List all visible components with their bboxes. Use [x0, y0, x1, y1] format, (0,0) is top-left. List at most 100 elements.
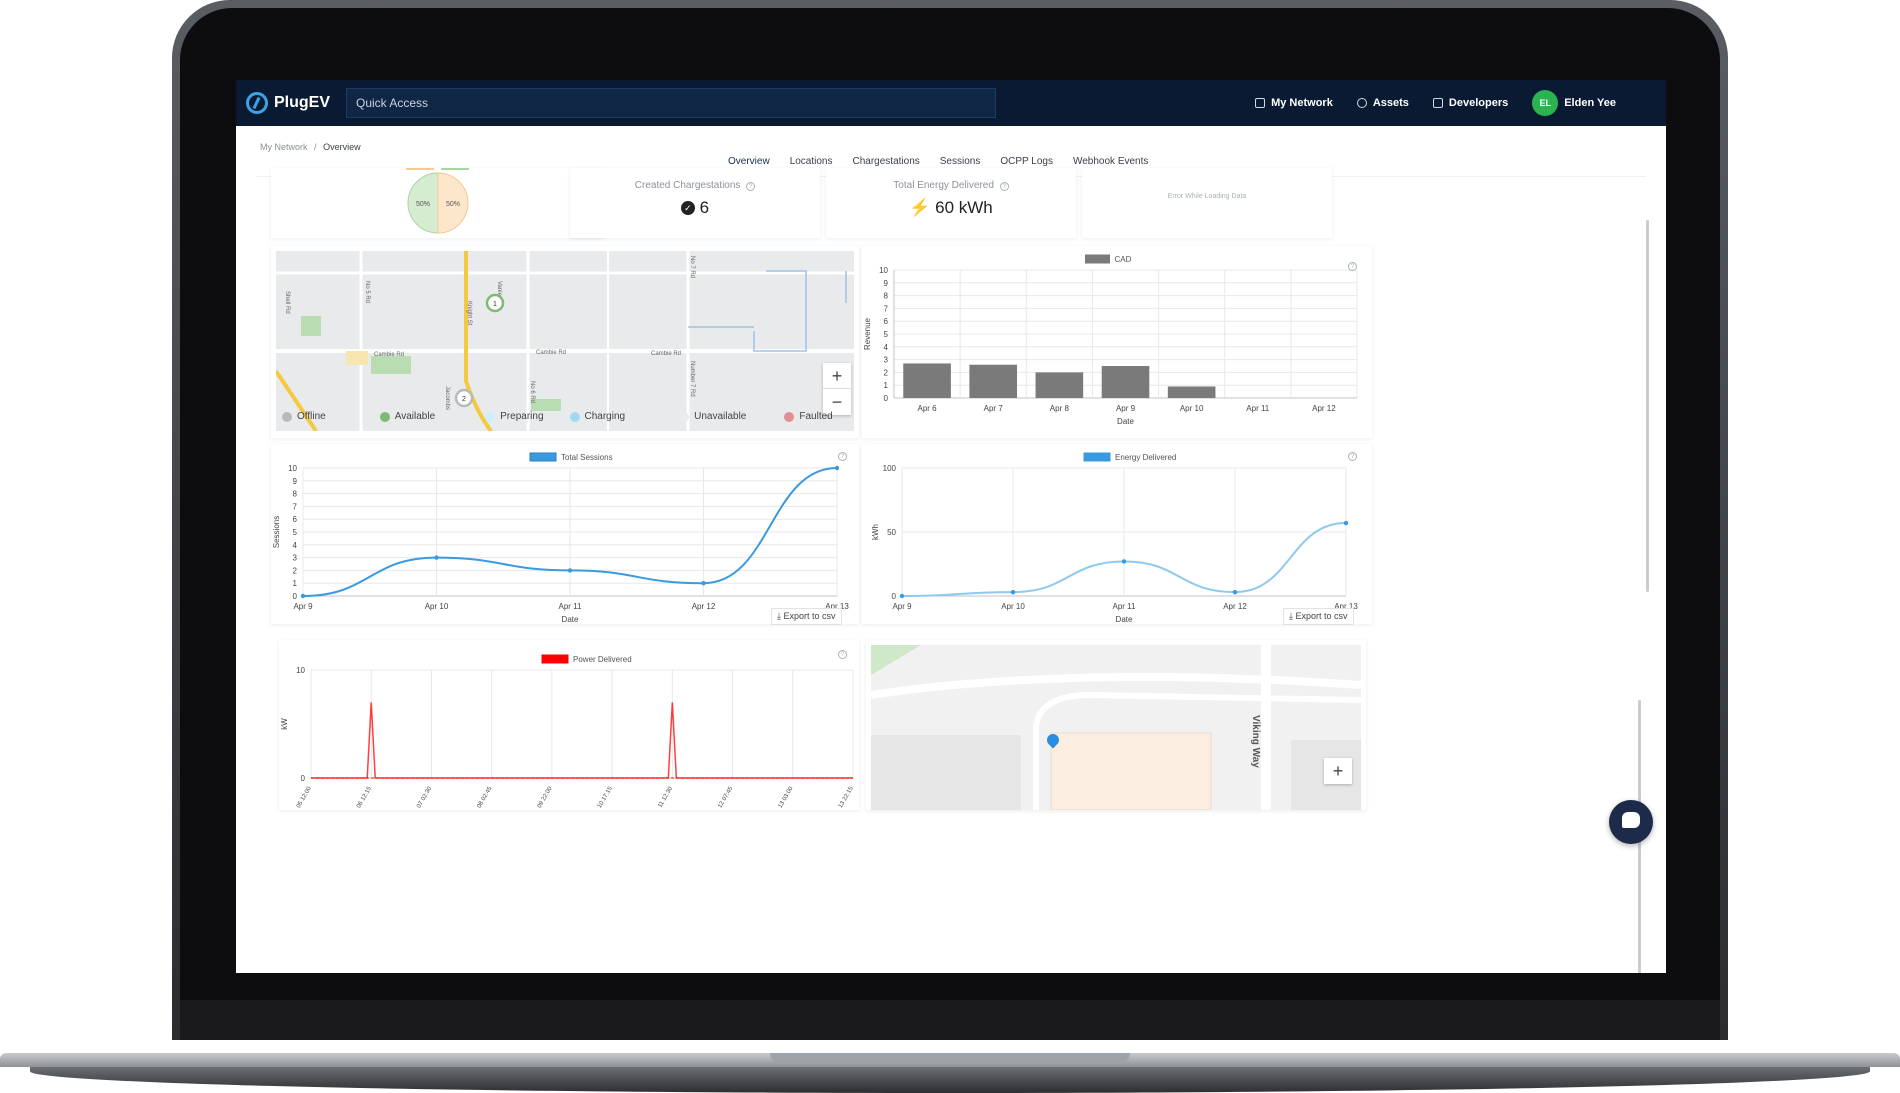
created-chargestations-card: Created Chargestations ? ✓ 6: [570, 168, 820, 238]
legend-label: Charging: [584, 411, 626, 422]
map-park: [371, 356, 411, 374]
nav-assets[interactable]: Assets: [1356, 97, 1409, 109]
help-icon[interactable]: ?: [1348, 262, 1357, 271]
data-point: [567, 568, 573, 573]
y-tick-label: 1: [293, 579, 298, 588]
created-chargestations-title: Created Chargestations ?: [570, 180, 820, 191]
help-icon[interactable]: ?: [838, 650, 847, 659]
y-tick-label: 3: [884, 356, 889, 365]
legend-label: Total Sessions: [561, 453, 613, 462]
total-energy-card: Total Energy Delivered ? ⚡ 60 kWh: [826, 168, 1076, 238]
y-tick-label: 6: [884, 317, 889, 326]
stations-map[interactable]: Shell Rd No 5 Rd Knight St Vanier Cambie…: [276, 251, 854, 431]
data-point: [1343, 520, 1349, 526]
legend-label: Unavailable: [694, 411, 747, 422]
help-icon[interactable]: ?: [838, 452, 847, 461]
main-nav: My Network Assets Developers EL Elden Ye…: [1255, 90, 1616, 116]
x-tick-label: 13 22:15: [838, 785, 855, 809]
page-scrollbar[interactable]: [1646, 220, 1649, 592]
x-tick-label: Apr 6: [918, 404, 938, 413]
check-circle-icon: ✓: [680, 201, 695, 215]
y-tick-label: 4: [293, 541, 298, 550]
nav-my-network-label: My Network: [1271, 97, 1333, 109]
tab-sessions[interactable]: Sessions: [939, 156, 981, 167]
tab-webhook-events[interactable]: Webhook Events: [1072, 156, 1149, 167]
y-tick-label: 6: [293, 515, 298, 524]
map-zoom-control: + −: [823, 363, 851, 415]
tab-ocpp-logs[interactable]: OCPP Logs: [1000, 156, 1053, 167]
x-tick-label: 12 07:45: [717, 785, 734, 809]
user-menu[interactable]: EL Elden Yee: [1532, 90, 1616, 116]
code-window-icon: [1432, 98, 1443, 108]
export-csv-button[interactable]: ⤓ Export to csv: [771, 608, 842, 625]
street-label: No 7 Rd: [689, 256, 695, 278]
series-line: [311, 702, 853, 779]
help-icon[interactable]: ?: [746, 182, 756, 191]
legend-dot: [379, 411, 390, 422]
data-point: [899, 593, 905, 599]
x-tick-label: Apr 7: [984, 404, 1004, 413]
avatar: EL: [1532, 90, 1559, 116]
brand-logo[interactable]: PlugEV: [246, 92, 336, 114]
y-tick-label: 9: [884, 279, 889, 288]
plug-logo-icon: [246, 92, 268, 114]
legend-available: Available: [379, 411, 435, 422]
zoom-in-button[interactable]: +: [823, 363, 851, 389]
map-park: [871, 645, 921, 675]
y-tick-label: 9: [293, 477, 298, 486]
street-label: Vanier: [496, 281, 502, 298]
legend-label: Power Delivered: [573, 655, 632, 664]
help-icon[interactable]: ?: [1348, 452, 1357, 461]
status-donut: 50% 50%: [406, 168, 469, 234]
legend-dot: [679, 411, 690, 422]
data-point: [1121, 559, 1127, 564]
nav-developers[interactable]: Developers: [1432, 97, 1508, 109]
map-status-legend: Offline Available Preparing Charging Una…: [282, 411, 833, 422]
data-point: [701, 581, 706, 586]
donut-slice-other: [437, 172, 469, 234]
quick-access-search[interactable]: Quick Access: [346, 88, 996, 118]
location-map[interactable]: Viking Way +: [871, 645, 1361, 810]
y-tick-label: 10: [296, 666, 305, 675]
x-tick-label: 08 02:45: [477, 785, 494, 809]
export-csv-label: Export to csv: [783, 611, 836, 621]
map-road: [871, 673, 1361, 699]
bar: [903, 363, 951, 398]
export-csv-button[interactable]: ⤓ Export to csv: [1283, 608, 1354, 625]
map-cluster-marker[interactable]: [454, 388, 474, 408]
bar: [1101, 366, 1150, 398]
help-icon[interactable]: ?: [999, 182, 1009, 191]
street-label: No 5 Rd: [364, 281, 370, 303]
x-tick-label: 06 12:15: [356, 785, 373, 809]
map-cluster-marker[interactable]: [485, 293, 505, 313]
data-point: [300, 593, 306, 599]
legend-preparing: Preparing: [485, 411, 544, 422]
zoom-in-button[interactable]: +: [1332, 761, 1344, 781]
x-tick-label: Apr 9: [1116, 404, 1136, 413]
x-tick-label: Apr 9: [293, 602, 313, 611]
chat-bubble-icon[interactable]: [1609, 800, 1653, 844]
y-tick-label: 5: [293, 528, 298, 537]
tab-chargestations[interactable]: Chargestations: [852, 156, 920, 167]
x-tick-label: 09 22:00: [537, 785, 554, 809]
street-label: Number 7 Rd: [689, 361, 695, 397]
legend-swatch: [529, 452, 557, 462]
x-axis-label: Date: [1117, 417, 1134, 426]
nav-my-network[interactable]: My Network: [1255, 97, 1333, 109]
data-point: [1010, 589, 1016, 595]
y-tick-label: 7: [293, 502, 298, 511]
app-screen: PlugEV Quick Access My Network Assets De…: [236, 80, 1666, 973]
laptop-chin: [180, 1000, 1720, 1040]
power-chart-card: Power Delivered 0 10 kW 05 12:00 06 12:15 07 0…: [279, 640, 859, 810]
x-tick-label: 07 02:30: [416, 785, 433, 809]
total-energy-value: ⚡ 60 kWh: [826, 198, 1076, 218]
map-park: [301, 316, 321, 336]
breadcrumb: My Network / Overview: [260, 142, 361, 152]
street-label: Viking Way: [1250, 715, 1261, 768]
zoom-out-button[interactable]: −: [831, 392, 843, 412]
breadcrumb-root[interactable]: My Network: [260, 142, 308, 152]
tab-locations[interactable]: Locations: [789, 156, 833, 167]
map-road: [1033, 691, 1361, 726]
status-donut-card: 50% 50%: [271, 168, 604, 238]
